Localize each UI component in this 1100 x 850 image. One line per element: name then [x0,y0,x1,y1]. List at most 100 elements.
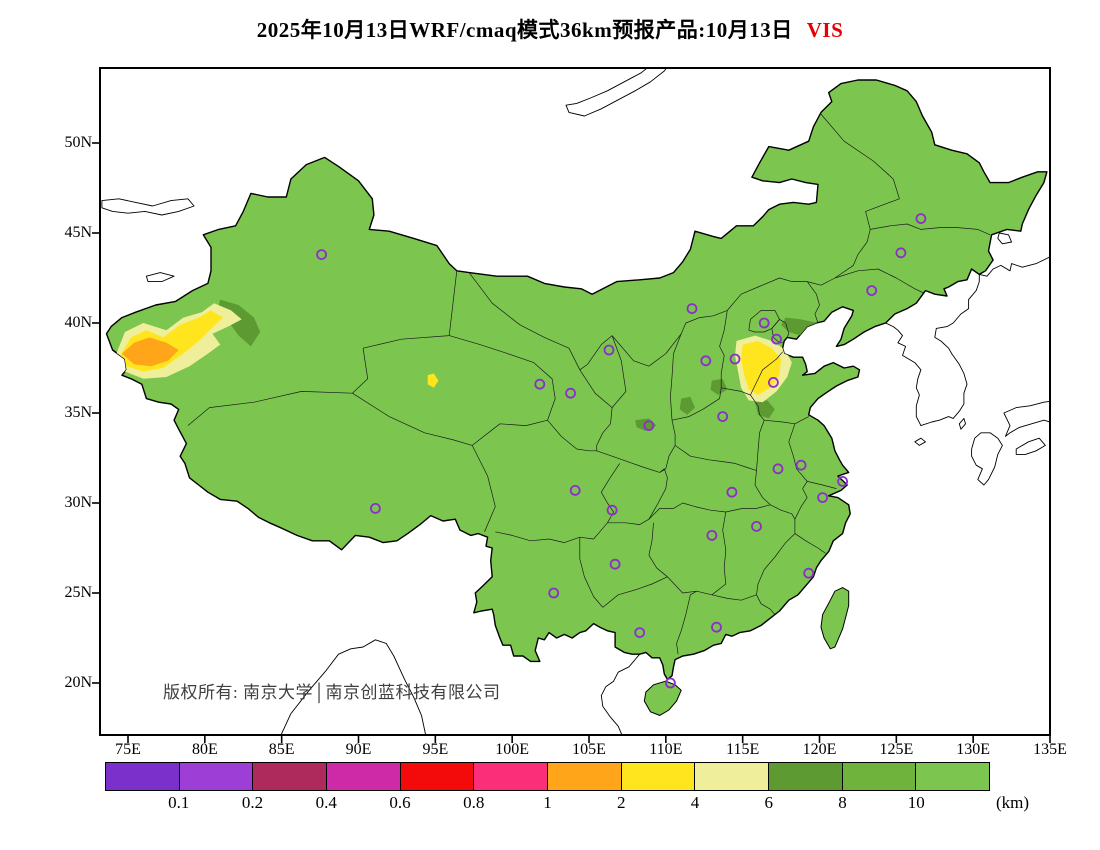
chart-title-text: 2025年10月13日WRF/cmaq模式36km预报产品:10月13日 [256,18,793,42]
visibility-patch-6-10 [679,396,695,415]
station-marker [711,621,722,633]
coastline [1003,400,1050,437]
province-boundary [495,522,608,543]
province-boundary [750,394,765,421]
station-marker [895,247,907,259]
province-boundary [754,470,771,506]
station-marker [643,420,655,432]
colorbar-cell [178,763,253,790]
province-boundary [468,272,581,370]
visibility-patch-2-4 [427,373,439,388]
province-boundary [547,419,597,452]
colorbar-cell [473,763,548,790]
station-marker [706,530,718,541]
province-boundary [187,270,458,426]
station-marker [686,303,698,315]
visibility-patch-6-10 [755,400,775,419]
station-marker [817,492,828,504]
province-boundary [596,420,676,473]
province-boundary [764,416,809,425]
province-boundary [676,590,697,655]
colorbar-cell [106,763,179,790]
province-boundary [352,392,496,532]
station-marker [751,521,762,532]
province-boundary [671,398,720,421]
colorbar-cell [620,763,695,790]
province-boundary [788,423,808,489]
province-boundary [611,112,900,367]
colorbar-cell [547,763,621,790]
station-marker [726,486,738,498]
province-boundary [579,335,627,408]
province-boundary [756,594,776,615]
province-boundary [667,576,712,596]
colorbar-cell [841,763,916,790]
station-marker [316,249,328,261]
province-boundary [807,481,837,489]
coastline [565,68,667,117]
station-marker [758,317,770,329]
island [643,680,682,716]
colorbar-cell [326,763,400,790]
station-marker [665,677,676,689]
province-boundary [711,594,757,601]
station-marker [729,353,741,365]
coastline [997,232,1013,245]
map-layers [101,68,1050,735]
province-boundary [648,502,771,520]
coastline [979,256,1050,277]
coastline [145,272,175,283]
province-boundary [607,468,668,525]
province-boundary [870,223,991,236]
island [820,587,850,650]
province-boundary [648,522,668,578]
colorbar-cell [915,763,990,790]
station-marker [795,459,807,471]
station-marker [603,344,615,356]
station-marker [565,387,576,399]
visibility-patch-1-2 [121,337,179,367]
province-boundary [670,333,682,421]
station-marker [569,484,581,496]
coastline [958,417,966,430]
station-marker [548,587,560,599]
copyright-text: 版权所有: 南京大学│南京创蓝科技有限公司 [163,683,501,702]
station-marker [609,558,621,570]
province-boundary [721,351,783,396]
province-boundary [756,420,765,471]
station-marker [915,213,927,225]
province-boundary [834,268,931,297]
province-boundary [794,488,808,520]
coastline [600,653,641,735]
province-boundary [806,281,820,324]
coastline [280,639,427,735]
colorbar-unit-label: (km) [996,793,1030,812]
colorbar-cell [694,763,769,790]
station-marker [803,567,815,579]
chart-title: 2025年10月13日WRF/cmaq模式36km预报产品:10月13日 VIS [0,14,1100,44]
province-boundary [770,504,796,534]
colorbar-cell [399,763,474,790]
colorbar-cell [252,763,327,790]
coastline [885,274,980,427]
station-marker [369,502,381,514]
station-marker [771,333,782,345]
station-marker [634,627,646,638]
coastline [1015,437,1046,455]
province-boundary [794,533,826,554]
chart-title-highlight: VIS [806,18,844,42]
province-boundary [602,576,668,608]
colorbar [105,762,990,791]
station-marker [606,504,618,516]
station-marker [768,376,779,388]
station-marker [717,411,729,423]
station-marker [837,475,848,487]
province-boundary [674,445,757,471]
coastline [101,198,195,216]
visibility-patch-6-10 [710,378,728,395]
station-marker [866,285,878,297]
coastline [971,432,1003,486]
visibility-patch-2-4 [741,341,782,395]
